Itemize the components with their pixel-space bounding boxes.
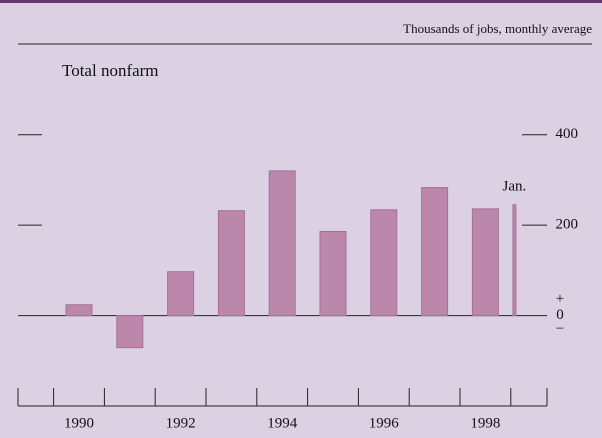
- x-tick-label: 1994: [267, 415, 298, 431]
- chart-title: Total nonfarm: [62, 61, 159, 80]
- y-tick-label: 0: [556, 307, 564, 323]
- zero-sign: +: [556, 291, 564, 307]
- y-tick-label: 200: [556, 217, 579, 233]
- x-tick-label: 1998: [470, 415, 500, 431]
- bar: [167, 271, 195, 317]
- top-rule: [0, 0, 602, 3]
- x-tick-label: 1992: [166, 415, 196, 431]
- bar: [268, 170, 296, 317]
- zero-sign: −: [556, 321, 564, 337]
- x-tick-label: 1996: [369, 415, 400, 431]
- latest-label: Jan.: [503, 178, 527, 194]
- bar: [319, 230, 347, 317]
- bar: [217, 210, 245, 317]
- unit-label: Thousands of jobs, monthly average: [403, 21, 592, 36]
- y-tick-label: 400: [556, 126, 579, 142]
- bar: [471, 208, 499, 317]
- bar: [65, 304, 93, 317]
- bar: [116, 315, 144, 349]
- x-tick-label: 1990: [64, 415, 94, 431]
- bar: [512, 204, 517, 317]
- bar: [370, 209, 398, 317]
- bar: [421, 187, 449, 317]
